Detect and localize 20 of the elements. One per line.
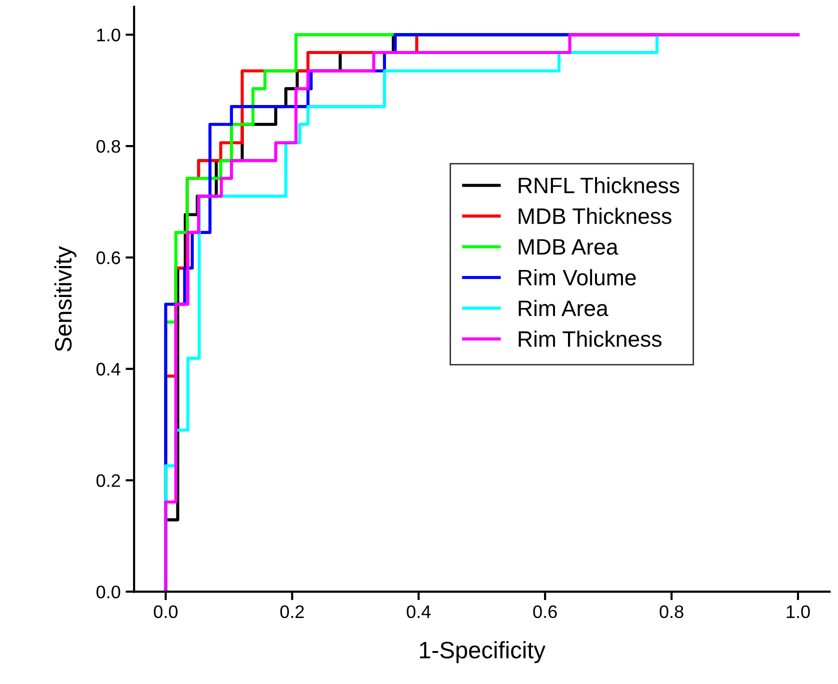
y-axis-title: Sensitivity	[54, 246, 76, 352]
y-tick-label: 0.0	[96, 586, 120, 598]
x-tick-label: 1.0	[786, 605, 810, 618]
legend-label: Rim Thickness	[518, 330, 662, 347]
x-tick-label: 0.0	[154, 605, 178, 618]
x-tick-label: 0.4	[406, 605, 431, 618]
x-tick-label: 0.6	[533, 605, 557, 618]
x-axis-title: 1-Specificity	[420, 641, 546, 664]
y-tick-label: 0.8	[96, 140, 120, 153]
legend-label: MDB Area	[518, 239, 618, 255]
legend-label: MDB Thickness	[518, 208, 672, 224]
x-tick-label: 0.2	[280, 605, 304, 618]
y-tick-label: 1.0	[97, 28, 120, 42]
y-tick-label: 0.2	[96, 474, 120, 487]
legend-label: Rim Area	[518, 300, 608, 316]
legend-label: RNFL Thickness	[518, 177, 680, 194]
y-tick-label: 0.4	[96, 362, 120, 376]
x-tick-label: 0.8	[660, 605, 684, 618]
legend-label: Rim Volume	[518, 269, 636, 286]
y-tick-label: 0.6	[96, 251, 120, 264]
